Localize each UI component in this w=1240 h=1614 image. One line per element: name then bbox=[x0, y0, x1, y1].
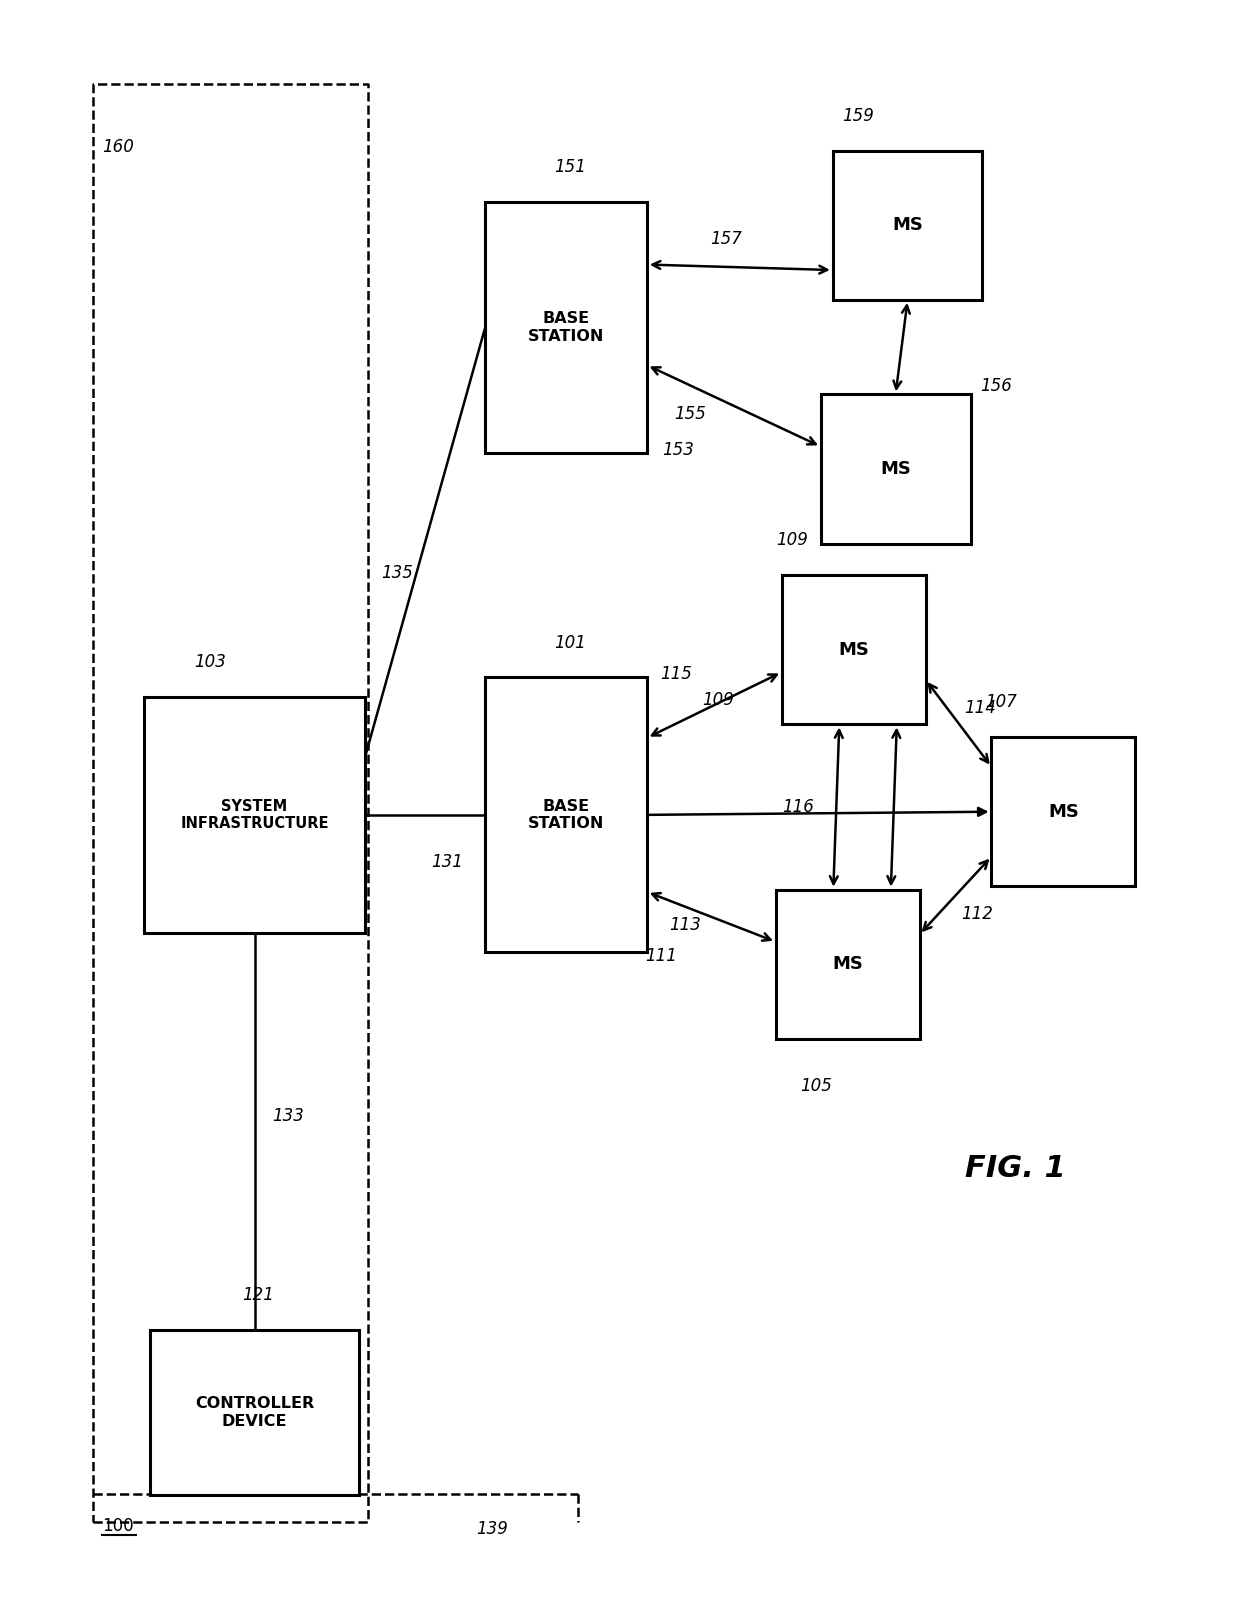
Text: MS: MS bbox=[880, 460, 911, 478]
Bar bbox=[833, 150, 982, 300]
Text: 112: 112 bbox=[961, 905, 993, 923]
Text: MS: MS bbox=[832, 955, 863, 973]
Text: 121: 121 bbox=[243, 1286, 274, 1304]
Bar bbox=[144, 697, 366, 933]
Text: 153: 153 bbox=[662, 441, 694, 458]
Text: 131: 131 bbox=[432, 854, 463, 872]
Text: 103: 103 bbox=[195, 654, 227, 671]
Text: FIG. 1: FIG. 1 bbox=[965, 1154, 1066, 1183]
Text: 151: 151 bbox=[554, 158, 587, 176]
Text: 101: 101 bbox=[554, 634, 587, 652]
Text: 160: 160 bbox=[103, 137, 134, 155]
Text: 116: 116 bbox=[781, 797, 813, 817]
Text: 156: 156 bbox=[980, 378, 1012, 395]
Text: MS: MS bbox=[892, 216, 923, 234]
Text: 139: 139 bbox=[476, 1520, 508, 1538]
Text: CONTROLLER
DEVICE: CONTROLLER DEVICE bbox=[195, 1396, 314, 1428]
Text: 113: 113 bbox=[670, 915, 702, 935]
Text: 107: 107 bbox=[986, 694, 1017, 712]
Bar bbox=[485, 678, 647, 952]
Text: 155: 155 bbox=[673, 405, 706, 423]
Bar bbox=[992, 738, 1136, 886]
Bar bbox=[485, 202, 647, 454]
Text: 109: 109 bbox=[776, 531, 807, 549]
Bar bbox=[776, 889, 920, 1039]
Text: 115: 115 bbox=[661, 665, 692, 683]
Text: 109: 109 bbox=[702, 691, 734, 709]
Text: 114: 114 bbox=[965, 699, 997, 717]
Bar bbox=[150, 1330, 360, 1495]
Text: 159: 159 bbox=[842, 107, 873, 124]
Bar bbox=[821, 394, 971, 544]
Text: 105: 105 bbox=[800, 1077, 832, 1094]
Text: 111: 111 bbox=[646, 947, 677, 965]
Text: MS: MS bbox=[838, 641, 869, 659]
Text: 100: 100 bbox=[103, 1517, 134, 1535]
Text: BASE
STATION: BASE STATION bbox=[528, 799, 604, 831]
Text: 133: 133 bbox=[273, 1107, 304, 1125]
Text: 135: 135 bbox=[382, 565, 413, 583]
Text: BASE
STATION: BASE STATION bbox=[528, 312, 604, 344]
Text: SYSTEM
INFRASTRUCTURE: SYSTEM INFRASTRUCTURE bbox=[180, 799, 329, 831]
Text: MS: MS bbox=[1048, 802, 1079, 820]
Text: 157: 157 bbox=[709, 229, 742, 249]
Bar bbox=[781, 575, 925, 725]
